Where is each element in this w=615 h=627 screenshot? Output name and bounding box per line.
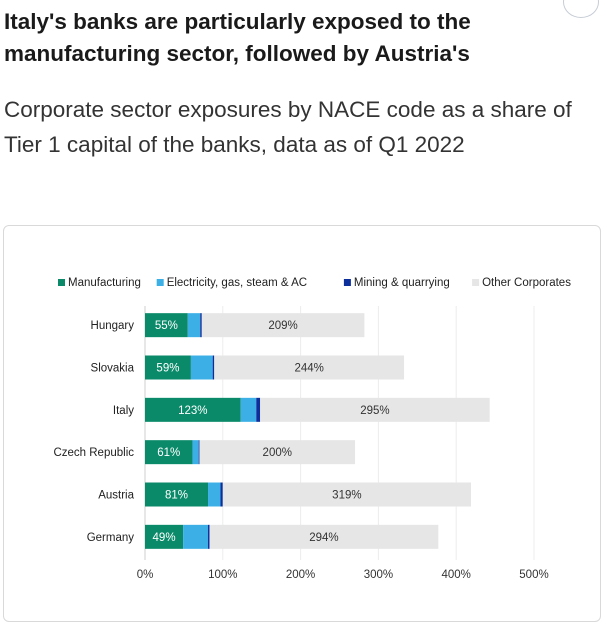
bar-electricity-gas-steam-ac <box>187 313 201 338</box>
bar-manufacturing <box>145 397 241 422</box>
bar-data-label-other-corporates: 244% <box>294 363 323 375</box>
bar-other-corporates <box>222 482 471 507</box>
bar-manufacturing <box>145 482 209 507</box>
category-label: Italy <box>113 405 134 417</box>
bar-data-label-other-corporates: 200% <box>263 447 292 459</box>
bar-data-label-manufacturing: 123% <box>178 405 207 417</box>
bar-electricity-gas-steam-ac <box>208 482 221 507</box>
bar-manufacturing <box>145 440 193 465</box>
legend-label-other-corporates: Other Corporates <box>482 277 571 289</box>
bar-data-label-other-corporates: 319% <box>332 490 361 502</box>
bar-electricity-gas-steam-ac <box>192 440 199 465</box>
chart-subtitle: Corporate sector exposures by NACE code … <box>4 97 572 157</box>
chart-card: 0% 100% 200% 300% 400% 500% Manufacturing Elect… <box>3 225 601 622</box>
bar-electricity-gas-steam-ac <box>183 524 209 549</box>
bar-other-corporates <box>260 397 490 422</box>
bar-manufacturing <box>145 355 191 380</box>
bar-electricity-gas-steam-ac <box>190 355 213 380</box>
x-tick-label: 100% <box>208 569 237 581</box>
bar-data-label-other-corporates: 209% <box>268 320 297 332</box>
bar-mining-quarrying <box>220 482 223 507</box>
category-label: Slovakia <box>91 363 135 375</box>
bar-mining-quarrying <box>212 355 215 380</box>
x-tick-label: 0% <box>137 569 154 581</box>
bar-data-label-manufacturing: 59% <box>156 363 179 375</box>
bar-other-corporates <box>199 440 356 465</box>
bar-other-corporates <box>209 524 439 549</box>
bar-other-corporates <box>201 313 365 338</box>
bar-data-label-other-corporates: 294% <box>309 532 338 544</box>
bar-data-label-other-corporates: 295% <box>360 405 389 417</box>
legend-label-electricity-gas-steam-ac: Electricity, gas, steam & AC <box>167 277 307 289</box>
bar-data-label-manufacturing: 49% <box>153 532 176 544</box>
x-tick-label: 500% <box>519 569 548 581</box>
category-label: Austria <box>98 490 134 502</box>
legend-swatch-mining-quarrying <box>343 279 351 286</box>
bar-data-label-manufacturing: 55% <box>155 320 178 332</box>
x-tick-label: 400% <box>441 569 470 581</box>
x-tick-label: 200% <box>286 569 315 581</box>
bar-mining-quarrying <box>200 313 202 338</box>
stacked-bar-chart: 0% 100% 200% 300% 400% 500% Manufacturing Elect… <box>53 277 571 581</box>
bar-data-label-manufacturing: 81% <box>165 490 188 502</box>
legend-swatch-other-corporates <box>472 279 480 286</box>
category-label: Germany <box>87 532 135 544</box>
bar-mining-quarrying <box>198 440 200 465</box>
bar-manufacturing <box>145 524 184 549</box>
legend-label-mining-quarrying: Mining & quarrying <box>354 277 450 289</box>
bar-mining-quarrying <box>256 397 261 422</box>
x-tick-label: 300% <box>364 569 393 581</box>
bar-manufacturing <box>145 313 188 338</box>
category-label: Czech Republic <box>53 447 134 459</box>
bar-electricity-gas-steam-ac <box>240 397 257 422</box>
category-label: Hungary <box>91 320 135 332</box>
legend-swatch-manufacturing <box>58 279 65 286</box>
legend-label-manufacturing: Manufacturing <box>68 277 141 289</box>
bar-mining-quarrying <box>208 524 210 549</box>
bar-data-label-manufacturing: 61% <box>157 447 180 459</box>
bar-other-corporates <box>214 355 405 380</box>
legend-swatch-electricity-gas-steam-ac <box>156 279 164 286</box>
chart-headline: Italy's banks are particularly exposed t… <box>4 9 471 66</box>
